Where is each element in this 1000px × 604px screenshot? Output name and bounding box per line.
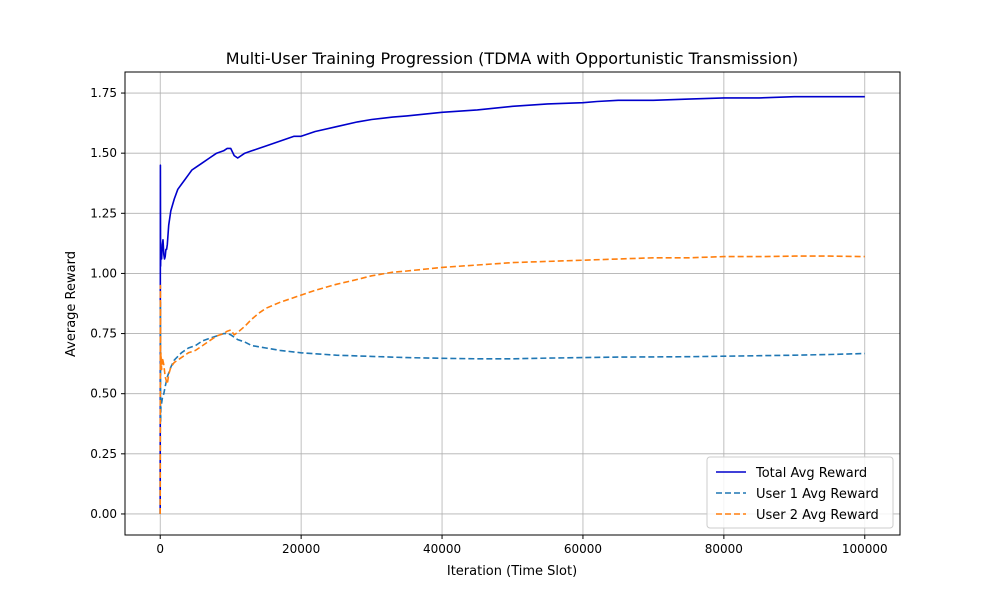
x-axis-label: Iteration (Time Slot) <box>447 564 577 579</box>
x-tick-label: 20000 <box>282 542 320 556</box>
plot-frame <box>124 71 901 536</box>
y-tick-label: 1.50 <box>90 146 117 160</box>
x-tick-label: 60000 <box>564 542 602 556</box>
legend-label-user-2: User 2 Avg Reward <box>756 508 879 523</box>
series-line-total-avg-reward <box>159 95 865 515</box>
y-tick-label: 0.00 <box>90 507 117 521</box>
legend-label-total: Total Avg Reward <box>755 466 867 481</box>
series-line-user-2-avg-reward <box>159 255 865 515</box>
legend-label-user-1: User 1 Avg Reward <box>756 487 879 502</box>
series-line-user-1-avg-reward <box>159 301 865 515</box>
series-lines <box>159 95 865 515</box>
x-axis-ticks: 0 20000 40000 60000 80000 100000 <box>156 535 888 556</box>
x-tick-label: 0 <box>156 542 164 556</box>
y-axis-label: Average Reward <box>64 251 79 357</box>
y-tick-label: 1.00 <box>90 266 117 280</box>
x-tick-label: 80000 <box>705 542 743 556</box>
y-tick-label: 0.25 <box>90 447 117 461</box>
grid <box>125 72 900 535</box>
legend: Total Avg Reward User 1 Avg Reward User … <box>706 456 894 529</box>
x-tick-label: 40000 <box>423 542 461 556</box>
y-axis-ticks: 0.00 0.25 0.50 0.75 1.00 1.25 1.50 1.75 <box>90 86 125 521</box>
y-tick-label: 1.75 <box>90 86 117 100</box>
y-tick-label: 0.75 <box>90 327 117 341</box>
y-tick-label: 0.50 <box>90 387 117 401</box>
legend-box <box>706 456 894 529</box>
x-tick-label: 100000 <box>842 542 888 556</box>
y-tick-label: 1.25 <box>90 206 117 220</box>
chart-title: Multi-User Training Progression (TDMA wi… <box>226 49 798 68</box>
